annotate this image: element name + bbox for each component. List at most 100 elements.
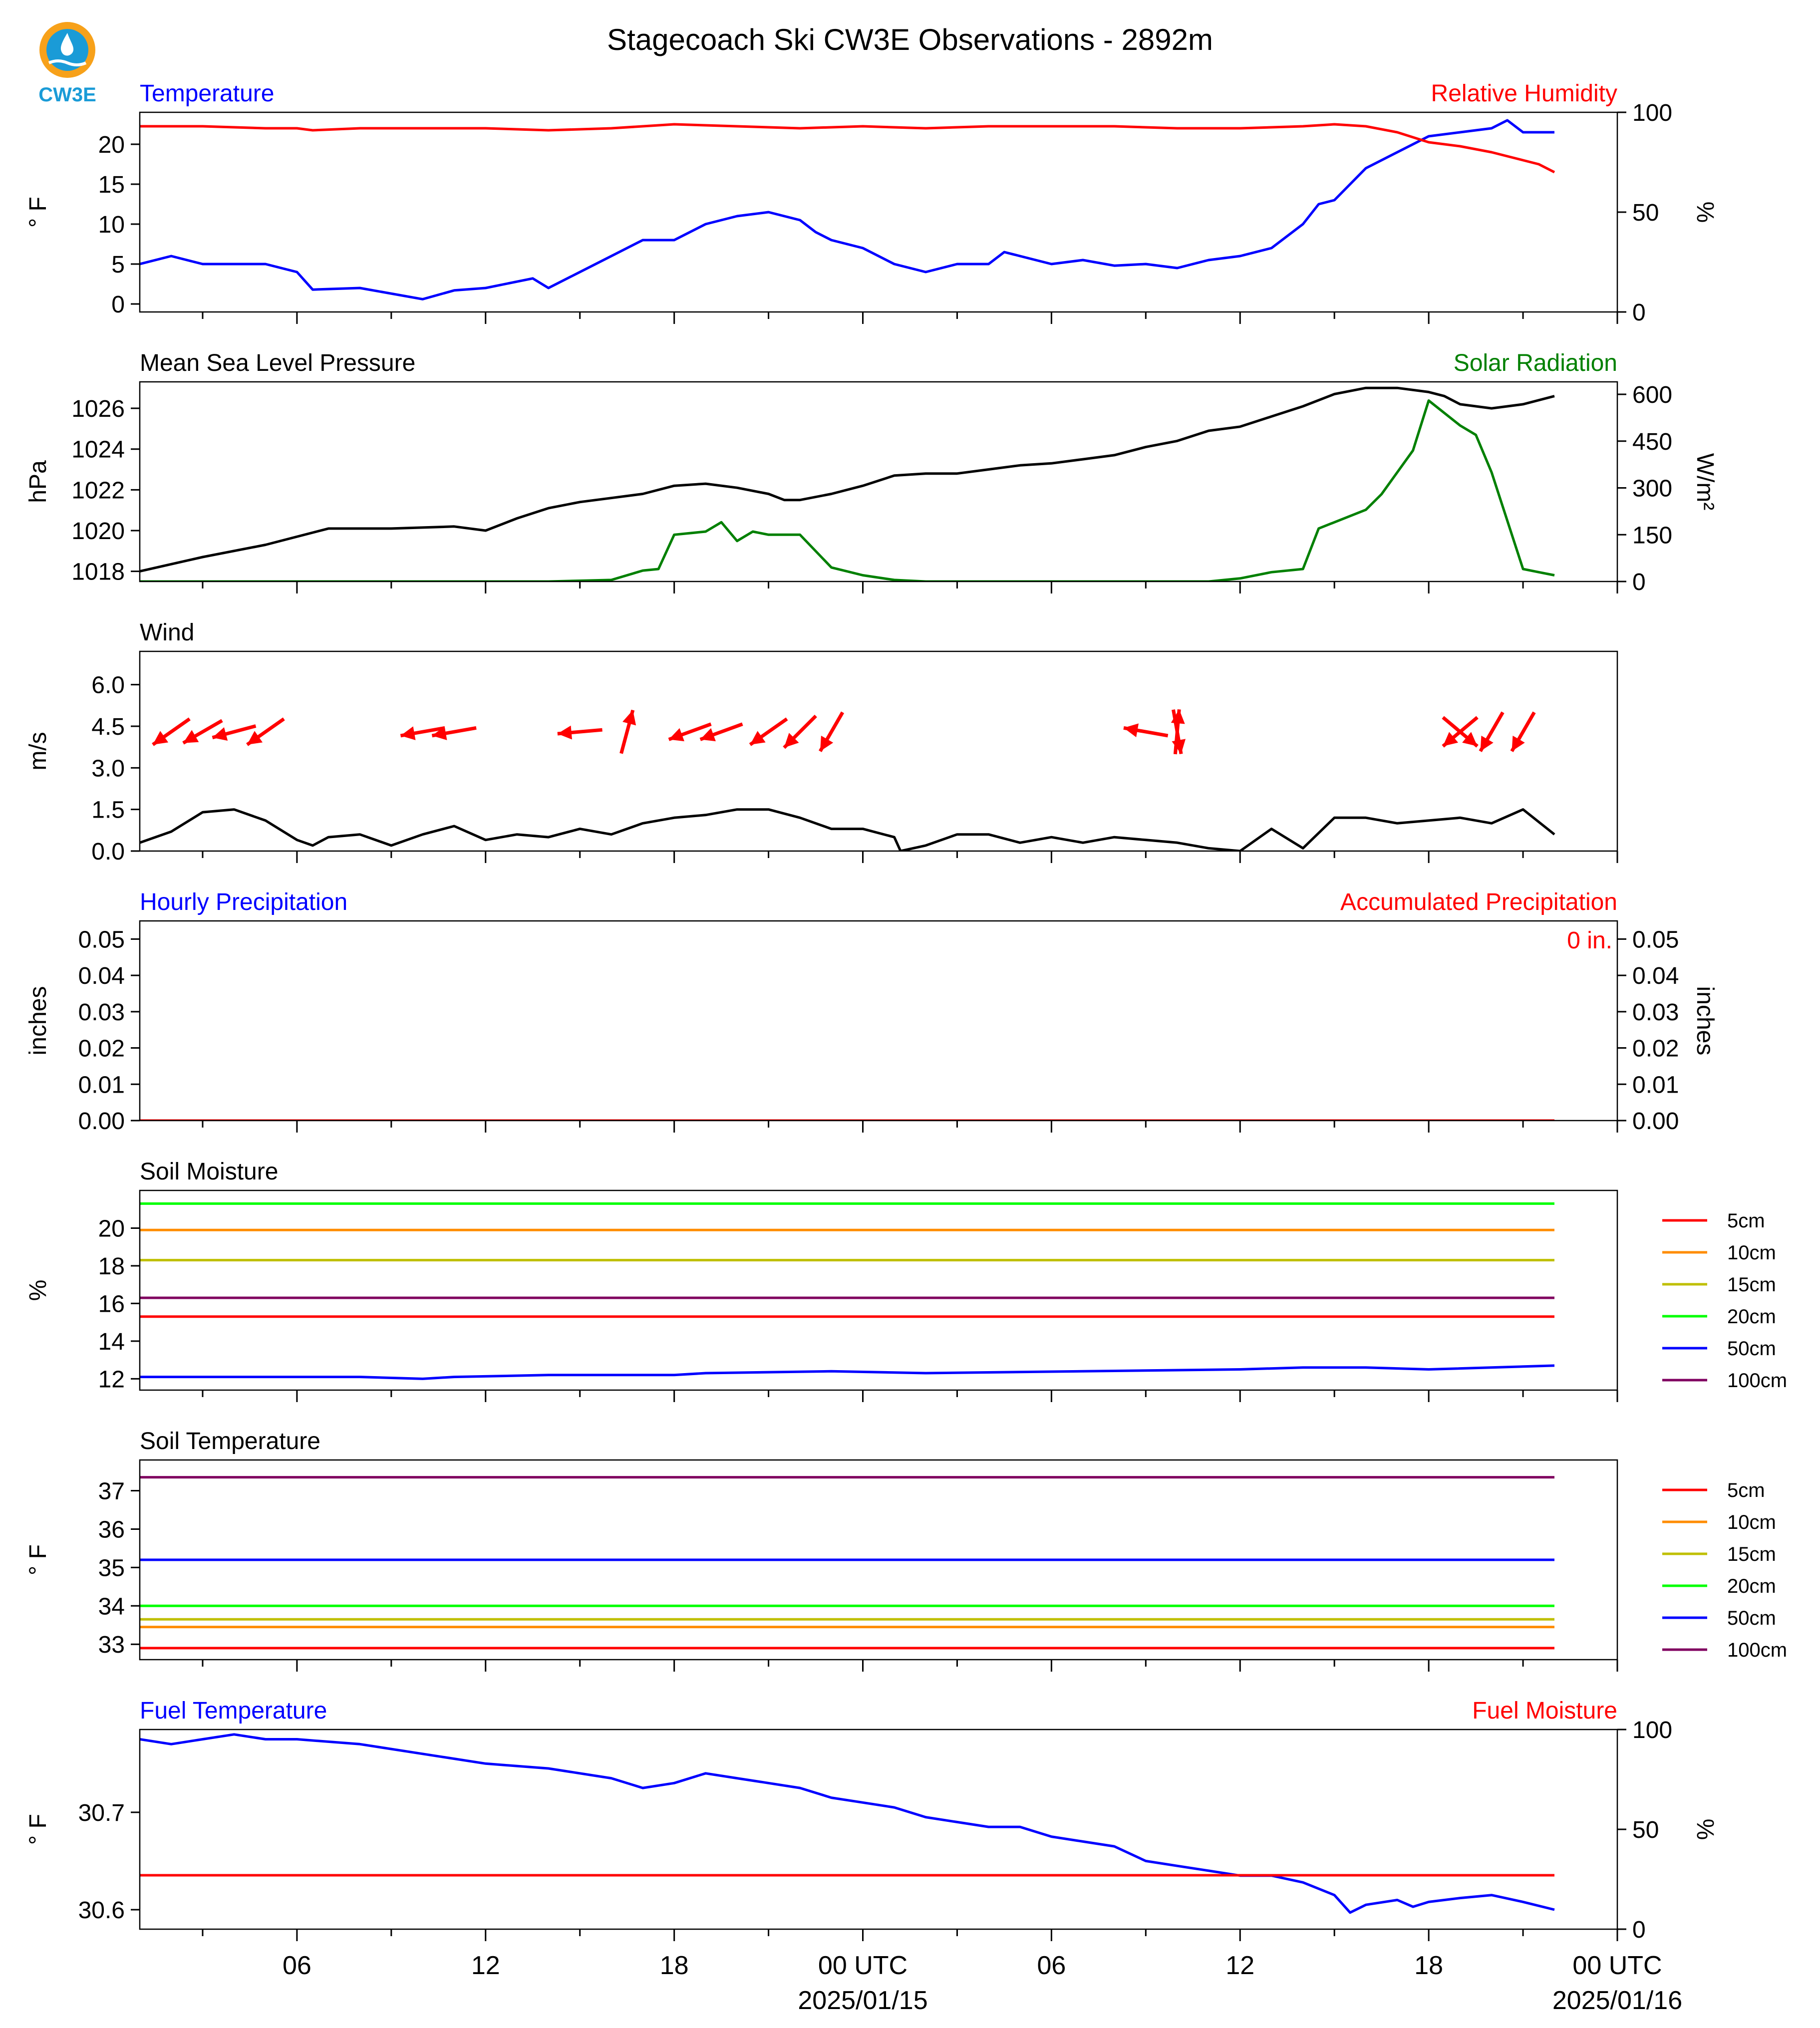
y-tick-label-left: 15: [98, 172, 125, 198]
y-tick-label-left: 20: [98, 1215, 125, 1242]
wind-arrow-head: [153, 731, 169, 745]
chart-temperature_rh: Temperature Relative Humidity 0 5 10 15 20 0 50 1…: [25, 80, 1718, 326]
y-tick-label-left: 30.6: [78, 1897, 125, 1924]
y-axis-label-right: %: [1692, 202, 1718, 223]
y-tick-label-left: 0.03: [78, 999, 125, 1026]
wind-arrow-head: [1443, 732, 1459, 747]
y-tick-label-left: 1022: [71, 477, 125, 504]
chart-pressure_solar: Mean Sea Level Pressure Solar Radiation 10…: [25, 350, 1718, 595]
cw3e-logo-icon: CW3E: [38, 22, 96, 106]
plot-frame: [139, 1459, 1618, 1661]
y-axis-label-right: %: [1692, 1819, 1718, 1840]
y-tick-label-right: 0: [1632, 569, 1646, 595]
y-tick-label-right: 100: [1632, 1717, 1672, 1743]
y-tick-label-right: 0: [1632, 1917, 1646, 1943]
x-tick-label: 00 UTC: [1572, 1951, 1662, 1980]
y-tick-label-right: 0.04: [1632, 963, 1679, 989]
x-date-label: 2025/01/15: [798, 1986, 927, 2015]
y-tick-label-left: 16: [98, 1291, 125, 1317]
y-tick-label-left: 20: [98, 132, 125, 158]
y-tick-label-left: 0.05: [78, 926, 125, 953]
plot-frame: [139, 920, 1618, 1122]
legend-label-20cm: 20cm: [1727, 1575, 1776, 1597]
chart-title-right: Solar Radiation: [1454, 350, 1617, 376]
x-tick-label: 12: [1225, 1951, 1254, 1980]
y-tick-label-left: 1.5: [91, 797, 125, 824]
plot-frame: [139, 650, 1618, 852]
y-tick-label-right: 600: [1632, 382, 1672, 408]
series-line-0: [140, 386, 1555, 573]
cw3e-logo: CW3E: [30, 19, 105, 109]
y-tick-label-right: 450: [1632, 429, 1672, 455]
y-tick-label-left: 14: [98, 1329, 125, 1355]
chart-title-right: Relative Humidity: [1431, 80, 1617, 107]
wind-arrow-head: [784, 733, 799, 748]
y-tick-label-right: 0.00: [1632, 1108, 1679, 1135]
legend-label-100cm: 100cm: [1727, 1370, 1787, 1392]
series-line-1: [140, 123, 1555, 174]
series-line-1: [140, 399, 1555, 581]
chart-precipitation: Hourly Precipitation Accumulated Precipit…: [25, 889, 1718, 1135]
wind-arrow-head: [432, 726, 447, 740]
chart-title-left: Temperature: [140, 80, 274, 107]
chart-title-left: Mean Sea Level Pressure: [140, 350, 415, 376]
y-axis-label-left: hPa: [25, 460, 51, 503]
y-tick-label-left: 0.00: [78, 1108, 125, 1135]
y-tick-label-right: 50: [1632, 1817, 1659, 1843]
y-tick-label-left: 0.0: [91, 839, 125, 865]
wind-arrow-head: [1512, 735, 1525, 752]
y-tick-label-left: 5: [111, 252, 125, 278]
y-tick-label-left: 6.0: [91, 672, 125, 699]
y-tick-label-right: 0.05: [1632, 926, 1679, 953]
x-tick-label: 12: [471, 1951, 500, 1980]
chart-title-right: Accumulated Precipitation: [1340, 889, 1617, 915]
wind-arrow-head: [1172, 739, 1186, 754]
wind-arrow-head: [183, 730, 199, 743]
wind-arrow-head: [400, 726, 416, 740]
chart-wind: Wind 0.0 1.5 3.0 4.5 6.0 m/s: [25, 619, 1618, 865]
plot-frame: [139, 111, 1618, 313]
x-tick-label: 06: [1037, 1951, 1066, 1980]
x-tick-label: 18: [1414, 1951, 1443, 1980]
wind-arrow-head: [700, 728, 716, 742]
y-axis-label-left: ° F: [25, 1814, 51, 1845]
accumulated-total: 0 in.: [1567, 927, 1612, 954]
legend-label-50cm: 50cm: [1727, 1607, 1776, 1629]
y-tick-label-right: 300: [1632, 476, 1672, 502]
plot-frame: [139, 1189, 1618, 1391]
legend-label-15cm: 15cm: [1727, 1274, 1776, 1296]
legend-label-100cm: 100cm: [1727, 1639, 1787, 1661]
y-tick-label-left: 35: [98, 1555, 125, 1581]
series-line-50cm: [140, 1364, 1555, 1380]
wind-arrow-head: [1462, 732, 1478, 747]
series-group: [140, 1476, 1554, 1650]
series-group: [140, 1202, 1555, 1380]
y-tick-label-left: 33: [98, 1632, 125, 1658]
y-tick-label-left: 0.04: [78, 963, 125, 989]
legend-label-5cm: 5cm: [1727, 1479, 1765, 1501]
legend-label-10cm: 10cm: [1727, 1242, 1776, 1264]
wind-arrow-head: [247, 731, 263, 745]
y-tick-label-left: 30.7: [78, 1800, 125, 1826]
series-line-0: [140, 119, 1554, 300]
y-tick-label-right: 100: [1632, 100, 1672, 126]
page-title: Stagecoach Ski CW3E Observations - 2892m: [607, 23, 1213, 56]
wind-arrow-head: [622, 710, 636, 726]
chart-title-left: Soil Temperature: [140, 1428, 320, 1454]
y-axis-label-left: m/s: [25, 732, 51, 770]
y-tick-label-right: 0.02: [1632, 1036, 1679, 1062]
y-tick-label-left: 0.01: [78, 1072, 125, 1098]
y-tick-label-left: 0: [111, 291, 125, 318]
chart-title-left: Wind: [140, 619, 194, 646]
series-group: [140, 1733, 1555, 1914]
series-group: [140, 386, 1555, 581]
y-tick-label-left: 1024: [71, 437, 125, 463]
series-group: [140, 119, 1555, 300]
series-group: [140, 709, 1555, 851]
y-tick-label-left: 18: [98, 1253, 125, 1280]
chart-title-right: Fuel Moisture: [1472, 1698, 1617, 1724]
y-tick-label-left: 3.0: [91, 755, 125, 782]
wind-arrow-head: [557, 725, 572, 740]
x-tick-label: 18: [660, 1951, 689, 1980]
wind-arrow-head: [1124, 723, 1139, 737]
